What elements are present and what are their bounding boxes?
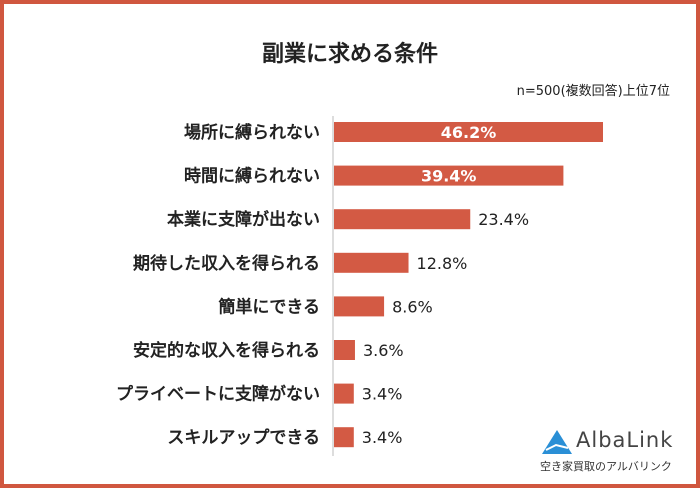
bar [334, 122, 603, 142]
category-label: 安定的な収入を得られる [133, 340, 320, 361]
category-label: 本業に支障が出ない [167, 209, 320, 230]
category-label: 期待した収入を得られる [133, 253, 320, 274]
data-label: 3.4% [362, 385, 403, 404]
category-label: 時間に縛られない [184, 166, 320, 187]
bar [334, 209, 471, 230]
data-label: 12.8% [417, 254, 468, 273]
chart-subtitle: n=500(複数回答)上位7位 [516, 84, 670, 99]
category-label: 場所に縛られない [184, 122, 320, 143]
chart-title: 副業に求める条件 [261, 42, 438, 67]
logo-tagline: 空き家買取のアルバリンク [540, 460, 672, 473]
bar [334, 427, 354, 448]
bar [334, 296, 385, 317]
data-label: 3.4% [362, 428, 403, 447]
logo-name: AlbaLink [576, 428, 674, 452]
logo-triangle-icon [542, 430, 572, 454]
category-label: プライベートに支障がない [116, 384, 320, 405]
data-label: 8.6% [392, 297, 433, 316]
data-label: 39.4% [421, 167, 477, 186]
bar [334, 340, 355, 360]
category-label: スキルアップできる [167, 427, 320, 448]
data-label: 3.6% [363, 341, 404, 360]
bar [334, 165, 564, 186]
bar [334, 383, 354, 404]
data-label: 46.2% [441, 123, 497, 142]
data-label: 23.4% [478, 210, 529, 229]
category-label: 簡単にできる [217, 296, 320, 317]
bar [334, 252, 409, 273]
